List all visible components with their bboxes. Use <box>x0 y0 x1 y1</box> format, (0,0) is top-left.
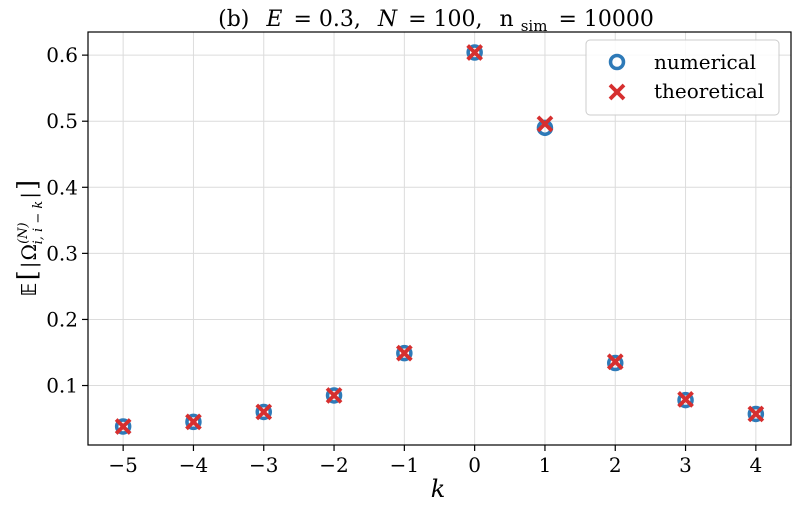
x-tick-label: −2 <box>319 453 348 477</box>
x-tick-label: −1 <box>390 453 419 477</box>
y-tick-label: 0.3 <box>46 241 78 265</box>
title-nsim-value: = 10000 <box>558 7 653 32</box>
title-e-value: = 0.3, <box>293 7 360 32</box>
title-e-symbol: E <box>265 7 282 32</box>
numerical-point <box>747 405 765 423</box>
numerical-point <box>185 413 202 431</box>
ylabel-expectation: 𝔼 <box>17 282 41 296</box>
legend-numerical-label: numerical <box>654 50 756 74</box>
theoretical-point <box>747 405 765 423</box>
y-tick-label: 0.1 <box>46 374 78 398</box>
numerical-point <box>325 387 343 404</box>
x-axis-ticks: −5 −4 −3 −2 −1 0 1 2 3 4 <box>108 445 762 477</box>
legend: numerical theoretical <box>585 39 780 116</box>
theoretical-point <box>536 115 554 133</box>
numerical-point <box>607 354 624 372</box>
numerical-point <box>466 44 483 61</box>
chart-title: (b) E = 0.3, N = 100, n sim = 10000 <box>218 7 654 37</box>
x-axis-label: k <box>431 475 446 503</box>
numerical-point <box>396 344 413 362</box>
theoretical-point <box>255 403 273 421</box>
x-tick-label: 0 <box>468 453 481 477</box>
ylabel-subscript: i, i − k <box>31 201 46 245</box>
x-tick-label: 4 <box>749 453 762 477</box>
legend-box <box>585 39 780 116</box>
ylabel-superscript: (N) <box>16 222 31 244</box>
theoretical-point <box>677 391 694 408</box>
title-n-value: = 100, <box>408 7 482 32</box>
plot-frame <box>87 31 792 446</box>
x-tick-label: 3 <box>679 453 692 477</box>
ylabel-bracket-open: [ <box>13 270 43 280</box>
ylabel-abs-open: | <box>17 262 42 269</box>
y-tick-label: 0.2 <box>46 307 78 331</box>
theoretical-point <box>114 418 132 435</box>
svg-text:𝔼[|Ω(N)i, i − k|]: 𝔼[|Ω(N)i, i − k|] <box>13 180 46 296</box>
theoretical-point <box>466 44 483 61</box>
theoretical-point <box>185 413 202 431</box>
ylabel-abs-close: | <box>17 192 42 199</box>
legend-theoretical-label: theoretical <box>654 79 764 103</box>
theoretical-point <box>325 387 343 404</box>
x-tick-label: 2 <box>609 453 622 477</box>
numerical-point <box>255 403 272 421</box>
title-nsim-base: n <box>500 7 514 32</box>
theoretical-point <box>396 344 413 362</box>
y-tick-label: 0.5 <box>46 109 78 133</box>
x-tick-label: −5 <box>108 453 137 477</box>
y-axis-ticks: 0.1 0.2 0.3 0.4 0.5 0.6 <box>46 43 88 398</box>
numerical-point <box>114 418 132 435</box>
x-tick-label: −4 <box>179 453 208 477</box>
ylabel-bracket-close: ] <box>13 180 43 190</box>
legend-theoretical-marker <box>608 83 626 101</box>
title-prefix: (b) <box>218 7 249 32</box>
theoretical-point <box>606 353 624 371</box>
title-n-symbol: N <box>377 7 398 32</box>
legend-numerical-marker <box>608 53 626 71</box>
grid <box>88 32 791 445</box>
numerical-point <box>677 391 694 409</box>
y-tick-label: 0.6 <box>46 43 78 67</box>
x-tick-label: −3 <box>249 453 278 477</box>
y-tick-label: 0.4 <box>46 175 78 199</box>
y-axis-label: 𝔼[|Ω(N)i, i − k|] <box>13 180 46 296</box>
data-markers <box>114 44 765 435</box>
ylabel-omega: Ω <box>17 244 41 261</box>
title-nsim-sub: sim <box>521 17 548 35</box>
x-tick-label: 1 <box>539 453 552 477</box>
